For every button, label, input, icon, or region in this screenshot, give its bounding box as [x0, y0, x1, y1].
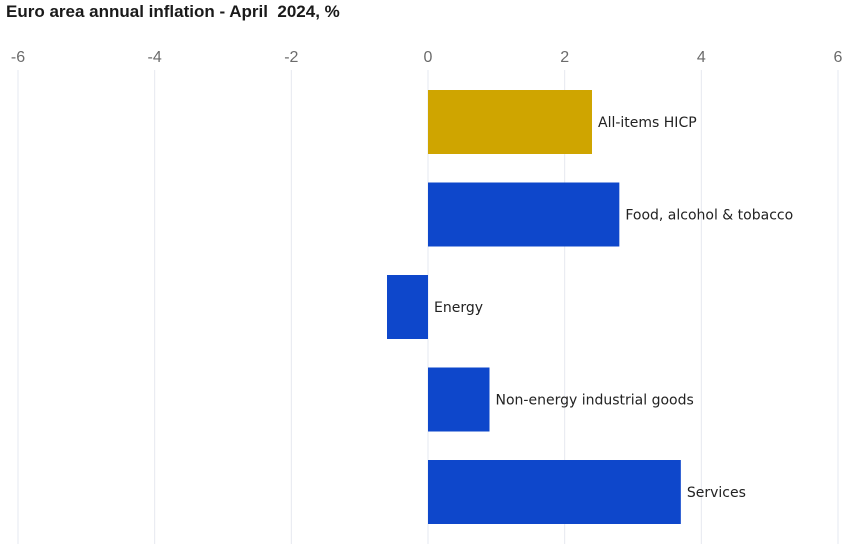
x-tick-label: 4: [697, 49, 706, 66]
bar-category-label: Services: [687, 485, 746, 501]
bar: [428, 367, 490, 432]
bar-category-label: Energy: [434, 300, 483, 316]
x-axis-tick-labels: -6 -4 -2 0 2 4 6: [11, 49, 843, 66]
grid-lines: [17, 70, 839, 544]
bar: [428, 182, 620, 247]
bar-category-label: Food, alcohol & tobacco: [625, 208, 793, 224]
bar-category-label: All-items HICP: [598, 115, 697, 131]
x-tick-label: -6: [11, 49, 25, 66]
x-tick-label: 6: [834, 49, 843, 66]
x-tick-label: 0: [424, 49, 433, 66]
bar: [428, 460, 681, 524]
chart-title: Euro area annual inflation - April 2024,…: [6, 2, 340, 21]
x-tick-label: -2: [284, 49, 298, 66]
bar-category-label: Non-energy industrial goods: [496, 393, 694, 409]
bar: [428, 90, 592, 154]
bar: [387, 275, 428, 339]
bar-labels: All-items HICP Food, alcohol & tobacco Ene…: [434, 115, 793, 501]
x-tick-label: 2: [560, 49, 569, 66]
bars: [387, 90, 681, 524]
x-tick-label: -4: [148, 49, 162, 66]
